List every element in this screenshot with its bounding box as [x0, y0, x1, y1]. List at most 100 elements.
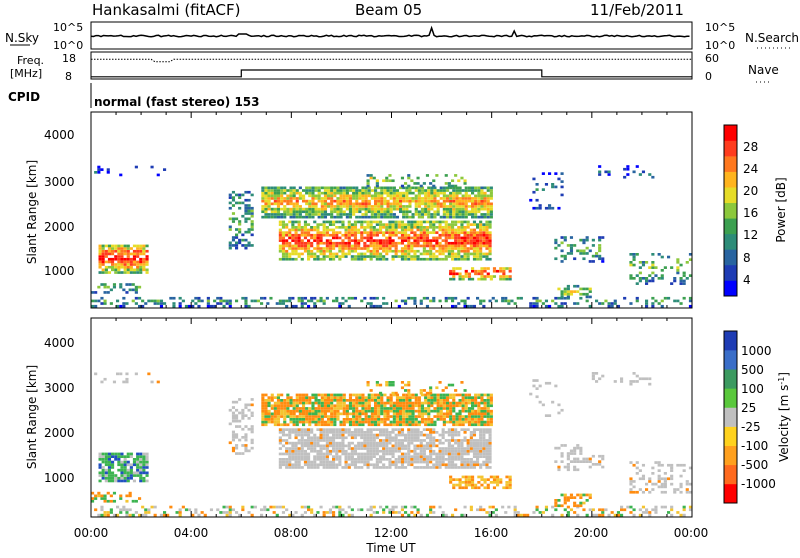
vel-cell: [370, 442, 373, 445]
vel-cell: [320, 461, 323, 464]
power-cell: [304, 229, 307, 232]
power-cell: [376, 297, 379, 300]
power-cell: [446, 213, 449, 216]
vel-cell: [385, 428, 388, 431]
power-cell: [382, 234, 385, 237]
power-cell: [311, 210, 314, 213]
power-cell: [307, 239, 310, 242]
vel-cell: [459, 418, 462, 421]
vel-cell: [295, 453, 298, 456]
power-cell: [299, 187, 302, 190]
vel-cell: [349, 396, 352, 399]
power-cell: [490, 197, 493, 200]
vel-cell: [298, 431, 301, 434]
vel-cell: [282, 461, 285, 464]
vel-cell: [564, 494, 567, 497]
power-cell: [551, 300, 554, 303]
vel-cell: [139, 469, 142, 472]
power-cell: [352, 197, 355, 200]
power-cell: [295, 305, 298, 308]
power-cell: [412, 187, 415, 190]
power-cell: [582, 293, 585, 296]
power-cell: [285, 231, 288, 234]
vel-cell: [293, 399, 296, 402]
vel-cell: [117, 458, 120, 461]
power-cell: [611, 305, 614, 308]
power-cell: [313, 234, 316, 237]
power-cell: [433, 197, 436, 200]
power-cell: [102, 263, 105, 266]
vel-cell: [142, 463, 145, 466]
power-cell: [480, 270, 483, 273]
vel-cell: [367, 508, 370, 511]
vel-cell: [404, 453, 407, 456]
power-cell: [355, 208, 358, 211]
vel-cell: [361, 394, 364, 397]
power-cell: [651, 277, 654, 280]
vel-cell: [582, 502, 585, 505]
vel-cell: [539, 385, 542, 388]
vel-cell: [365, 407, 368, 410]
power-cell: [318, 200, 321, 203]
vel-cell: [465, 404, 468, 407]
vel-cell: [470, 508, 473, 511]
vel-cell: [482, 447, 485, 450]
power-cell: [473, 305, 476, 308]
vel-cell: [326, 458, 329, 461]
power-cell: [465, 210, 468, 213]
power-cell: [139, 247, 142, 250]
power-cell: [548, 204, 551, 207]
vel-cell: [316, 455, 319, 458]
power-cell: [413, 255, 416, 258]
power-cell: [316, 242, 319, 245]
vel-cell: [251, 447, 254, 450]
vel-cell: [346, 410, 349, 413]
vel-cell: [614, 380, 617, 383]
power-cell: [320, 237, 323, 240]
power-cell: [489, 300, 492, 303]
power-cell: [376, 255, 379, 258]
vel-cell: [633, 514, 636, 517]
vel-cell: [573, 447, 576, 450]
power-cell: [268, 189, 271, 192]
vel-cell: [418, 402, 421, 405]
vel-cell: [452, 418, 455, 421]
power-cell: [142, 245, 145, 248]
power-cell: [316, 223, 319, 226]
vel-cell: [451, 463, 454, 466]
vel-cell: [302, 396, 305, 399]
power-cell: [229, 305, 232, 308]
vel-cell: [536, 506, 539, 509]
power-cell: [268, 216, 271, 219]
power-cell: [457, 250, 460, 253]
vel-cell: [299, 407, 302, 410]
power-cell: [283, 189, 286, 192]
power-cell: [487, 187, 490, 190]
vel-cell: [308, 410, 311, 413]
vel-cell: [421, 407, 424, 410]
vel-cell: [100, 497, 103, 500]
vel-cell: [269, 506, 272, 509]
power-cell: [261, 195, 264, 198]
vel-cell: [367, 445, 370, 448]
vel-cell: [490, 415, 493, 418]
power-ytick-4000: 4000: [44, 128, 75, 142]
power-cell: [343, 200, 346, 203]
vel-cell: [160, 514, 163, 517]
power-cell: [105, 261, 108, 264]
power-cell: [370, 297, 373, 300]
power-cell: [370, 226, 373, 229]
vel-cell: [114, 474, 117, 477]
vel-cell: [326, 466, 329, 469]
power-cell: [462, 275, 465, 278]
vel-cell: [116, 373, 119, 376]
vel-cell: [348, 445, 351, 448]
vel-cell: [459, 484, 462, 487]
power-cell: [346, 189, 349, 192]
power-cell: [385, 226, 388, 229]
vel-cell: [427, 399, 430, 402]
power-cell: [661, 256, 664, 259]
power-cell: [333, 205, 336, 208]
power-cell: [485, 226, 488, 229]
power-cell: [355, 203, 358, 206]
